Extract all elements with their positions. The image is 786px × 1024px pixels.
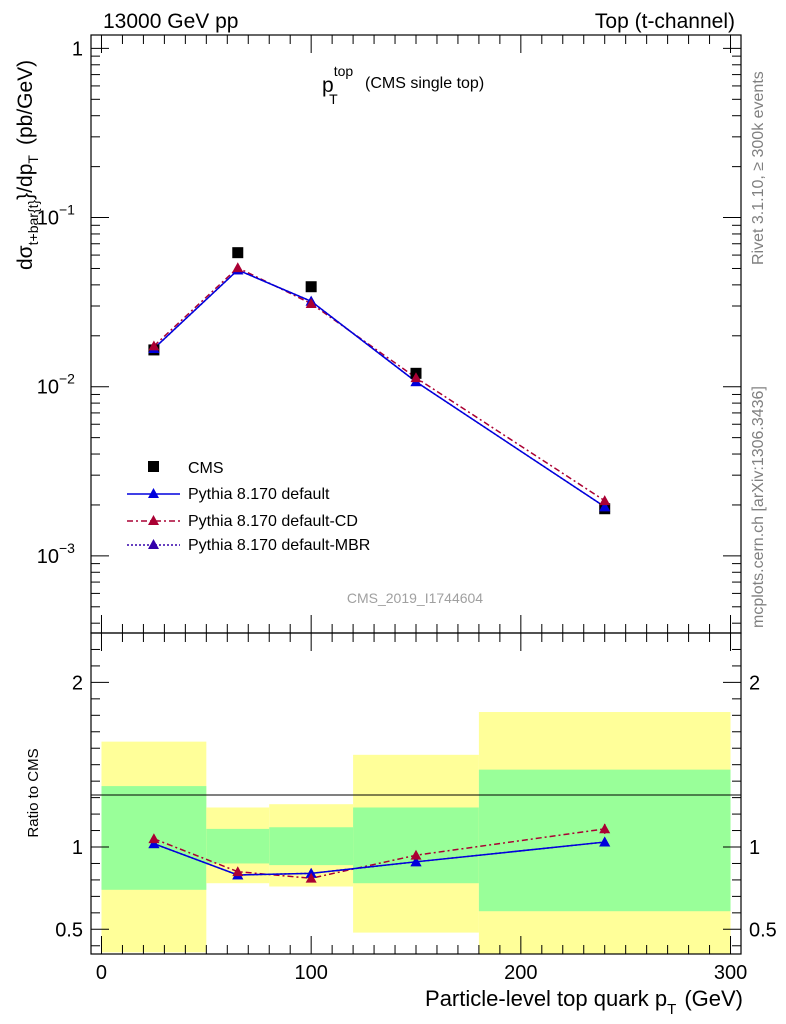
legend-mbr-label: Pythia 8.170 default-MBR — [188, 537, 370, 554]
legend-default-marker — [148, 488, 159, 498]
legend-mbr-marker — [148, 539, 159, 549]
ratio-cd-point-0 — [148, 833, 160, 844]
legend-cd-label: Pythia 8.170 default-CD — [188, 513, 358, 530]
rivet-label: Rivet 3.1.10, ≥ 300k events — [750, 71, 767, 265]
main-ytick-exp-1: −1 — [59, 202, 75, 218]
plot-title-main: p — [322, 74, 334, 97]
band-inner-2 — [269, 827, 354, 866]
ratio-cd-point-2 — [305, 872, 317, 883]
main-ytick-label-2: 10 — [37, 377, 59, 399]
main-ytick-label-3: 10 — [37, 546, 59, 568]
x-tick-label-2: 200 — [504, 962, 537, 984]
band-inner-3 — [353, 807, 479, 884]
cms-point-2 — [305, 281, 317, 293]
ratio-ytick-label-left-2: 2 — [72, 672, 83, 694]
x-tick-label-1: 100 — [294, 962, 327, 984]
legend-cms-marker — [148, 461, 159, 472]
x-axis-label: Particle-level top quark pT (GeV) — [425, 986, 743, 1018]
cd-point-0 — [148, 340, 160, 351]
plot-title-sup: top — [334, 63, 354, 79]
plot-title: ptop T — [322, 63, 353, 107]
y-label-sub2: T — [25, 155, 41, 164]
legend-cms-label: CMS — [188, 460, 224, 477]
x-label-main: Particle-level top quark p — [425, 986, 667, 1011]
ratio-cd-point-3 — [410, 849, 422, 860]
main-series — [148, 247, 611, 515]
ratio-y-ticks: 0.5 0.5 1 1 2 2 — [55, 648, 777, 947]
header-left: 13000 GeV pp — [103, 10, 238, 33]
x-tick-label-0: 0 — [96, 962, 107, 984]
analysis-id: CMS_2019_I1744604 — [347, 590, 483, 606]
x-label-unit: (GeV) — [684, 986, 743, 1011]
cd-point-4 — [599, 495, 611, 506]
cms-point-1 — [232, 247, 244, 259]
ratio-cd-point-4 — [599, 823, 611, 834]
header-right: Top (t-channel) — [595, 10, 735, 33]
x-tick-label-3: 300 — [714, 962, 747, 984]
plot-title-sub: T — [329, 91, 338, 107]
y-label-sub1: t+bar{t} — [25, 199, 41, 245]
band-inner-1 — [206, 828, 270, 864]
plot-title-note: (CMS single top) — [365, 75, 484, 92]
ratio-default-point-4 — [599, 836, 611, 847]
cd-point-3 — [410, 372, 422, 383]
main-ytick-exp-3: −3 — [59, 540, 75, 556]
y-label-unit: (pb/GeV) — [14, 60, 37, 145]
main-y-label: dσt+bar{t}}/dpT (pb/GeV) — [14, 60, 41, 270]
main-ytick-label-1: 10 — [37, 208, 59, 230]
ratio-ytick-label-right-1: 1 — [749, 837, 760, 859]
legend-default-label: Pythia 8.170 default — [188, 486, 330, 503]
x-label-sub: T — [667, 1001, 676, 1018]
main-ytick-exp-2: −2 — [59, 371, 75, 387]
legend-cd-marker — [148, 515, 159, 525]
main-ytick-label-0: 1 — [72, 38, 83, 60]
y-label-rest: }/dp — [14, 164, 37, 200]
ratio-series — [148, 823, 611, 883]
ratio-cd-point-1 — [232, 866, 244, 877]
ratio-ytick-label-left-0: 0.5 — [55, 919, 83, 941]
ratio-ytick-label-left-1: 1 — [72, 837, 83, 859]
ratio-ytick-label-right-0: 0.5 — [749, 919, 777, 941]
cd-point-2 — [305, 298, 317, 308]
cd-point-1 — [232, 262, 244, 273]
ratio-ytick-label-right-2: 2 — [749, 672, 760, 694]
default-point-4 — [599, 501, 611, 512]
ratio-y-label: Ratio to CMS — [25, 748, 42, 837]
x-ticks: 0 100 200 300 — [96, 35, 747, 984]
ratio-bands — [101, 712, 731, 954]
main-y-ticks: 110−110−210−3 — [37, 38, 741, 624]
y-label-d: dσ — [14, 245, 37, 270]
mcplots-label: mcplots.cern.ch [arXiv:1306.3436] — [750, 386, 767, 628]
legend: CMS Pythia 8.170 default Pythia 8.170 de… — [127, 460, 370, 554]
ratio-default-point-3 — [410, 856, 422, 867]
